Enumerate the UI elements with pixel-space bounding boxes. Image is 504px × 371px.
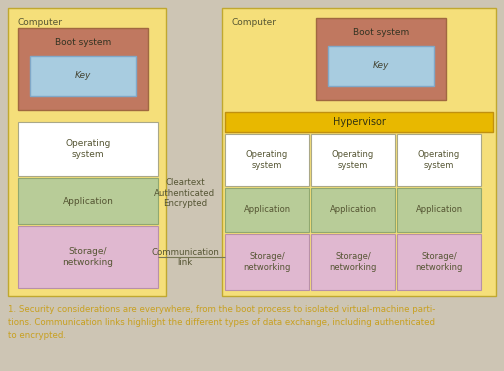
Bar xyxy=(30,56,136,96)
Text: 1. Security considerations are everywhere, from the boot process to isolated vir: 1. Security considerations are everywher… xyxy=(8,305,435,314)
Bar xyxy=(328,46,434,86)
Bar xyxy=(397,188,481,232)
Text: Storage/
networking: Storage/ networking xyxy=(62,247,113,267)
Text: Storage/
networking: Storage/ networking xyxy=(329,252,376,272)
Text: Operating
system: Operating system xyxy=(418,150,460,170)
Text: Key: Key xyxy=(373,62,389,70)
Bar xyxy=(225,188,309,232)
Text: Operating
system: Operating system xyxy=(246,150,288,170)
Text: to encrypted.: to encrypted. xyxy=(8,331,66,340)
Text: Cleartext
Authenticated
Encrypted: Cleartext Authenticated Encrypted xyxy=(154,178,216,208)
Bar xyxy=(225,112,493,132)
Bar xyxy=(8,8,166,296)
Text: Key: Key xyxy=(75,72,91,81)
Text: Application: Application xyxy=(243,206,291,214)
Text: Storage/
networking: Storage/ networking xyxy=(243,252,291,272)
Bar xyxy=(225,134,309,186)
Bar xyxy=(18,28,148,110)
Bar xyxy=(225,234,309,290)
Text: Storage/
networking: Storage/ networking xyxy=(415,252,463,272)
Text: Application: Application xyxy=(62,197,113,206)
Bar xyxy=(311,234,395,290)
Bar xyxy=(311,134,395,186)
Text: Communication
link: Communication link xyxy=(151,248,219,267)
Text: tions. Communication links highlight the different types of data exchange, inclu: tions. Communication links highlight the… xyxy=(8,318,435,327)
Bar xyxy=(18,178,158,224)
Text: Operating
system: Operating system xyxy=(66,139,111,159)
Bar xyxy=(311,188,395,232)
Text: Operating
system: Operating system xyxy=(332,150,374,170)
Text: Boot system: Boot system xyxy=(55,38,111,47)
Bar xyxy=(397,134,481,186)
Text: Application: Application xyxy=(330,206,376,214)
Bar xyxy=(18,226,158,288)
Bar xyxy=(316,18,446,100)
Bar xyxy=(397,234,481,290)
Text: Boot system: Boot system xyxy=(353,28,409,37)
Text: Computer: Computer xyxy=(232,18,277,27)
Text: Computer: Computer xyxy=(18,18,63,27)
Bar xyxy=(222,8,496,296)
Bar xyxy=(18,122,158,176)
Text: Hypervisor: Hypervisor xyxy=(333,117,386,127)
Text: Application: Application xyxy=(415,206,463,214)
